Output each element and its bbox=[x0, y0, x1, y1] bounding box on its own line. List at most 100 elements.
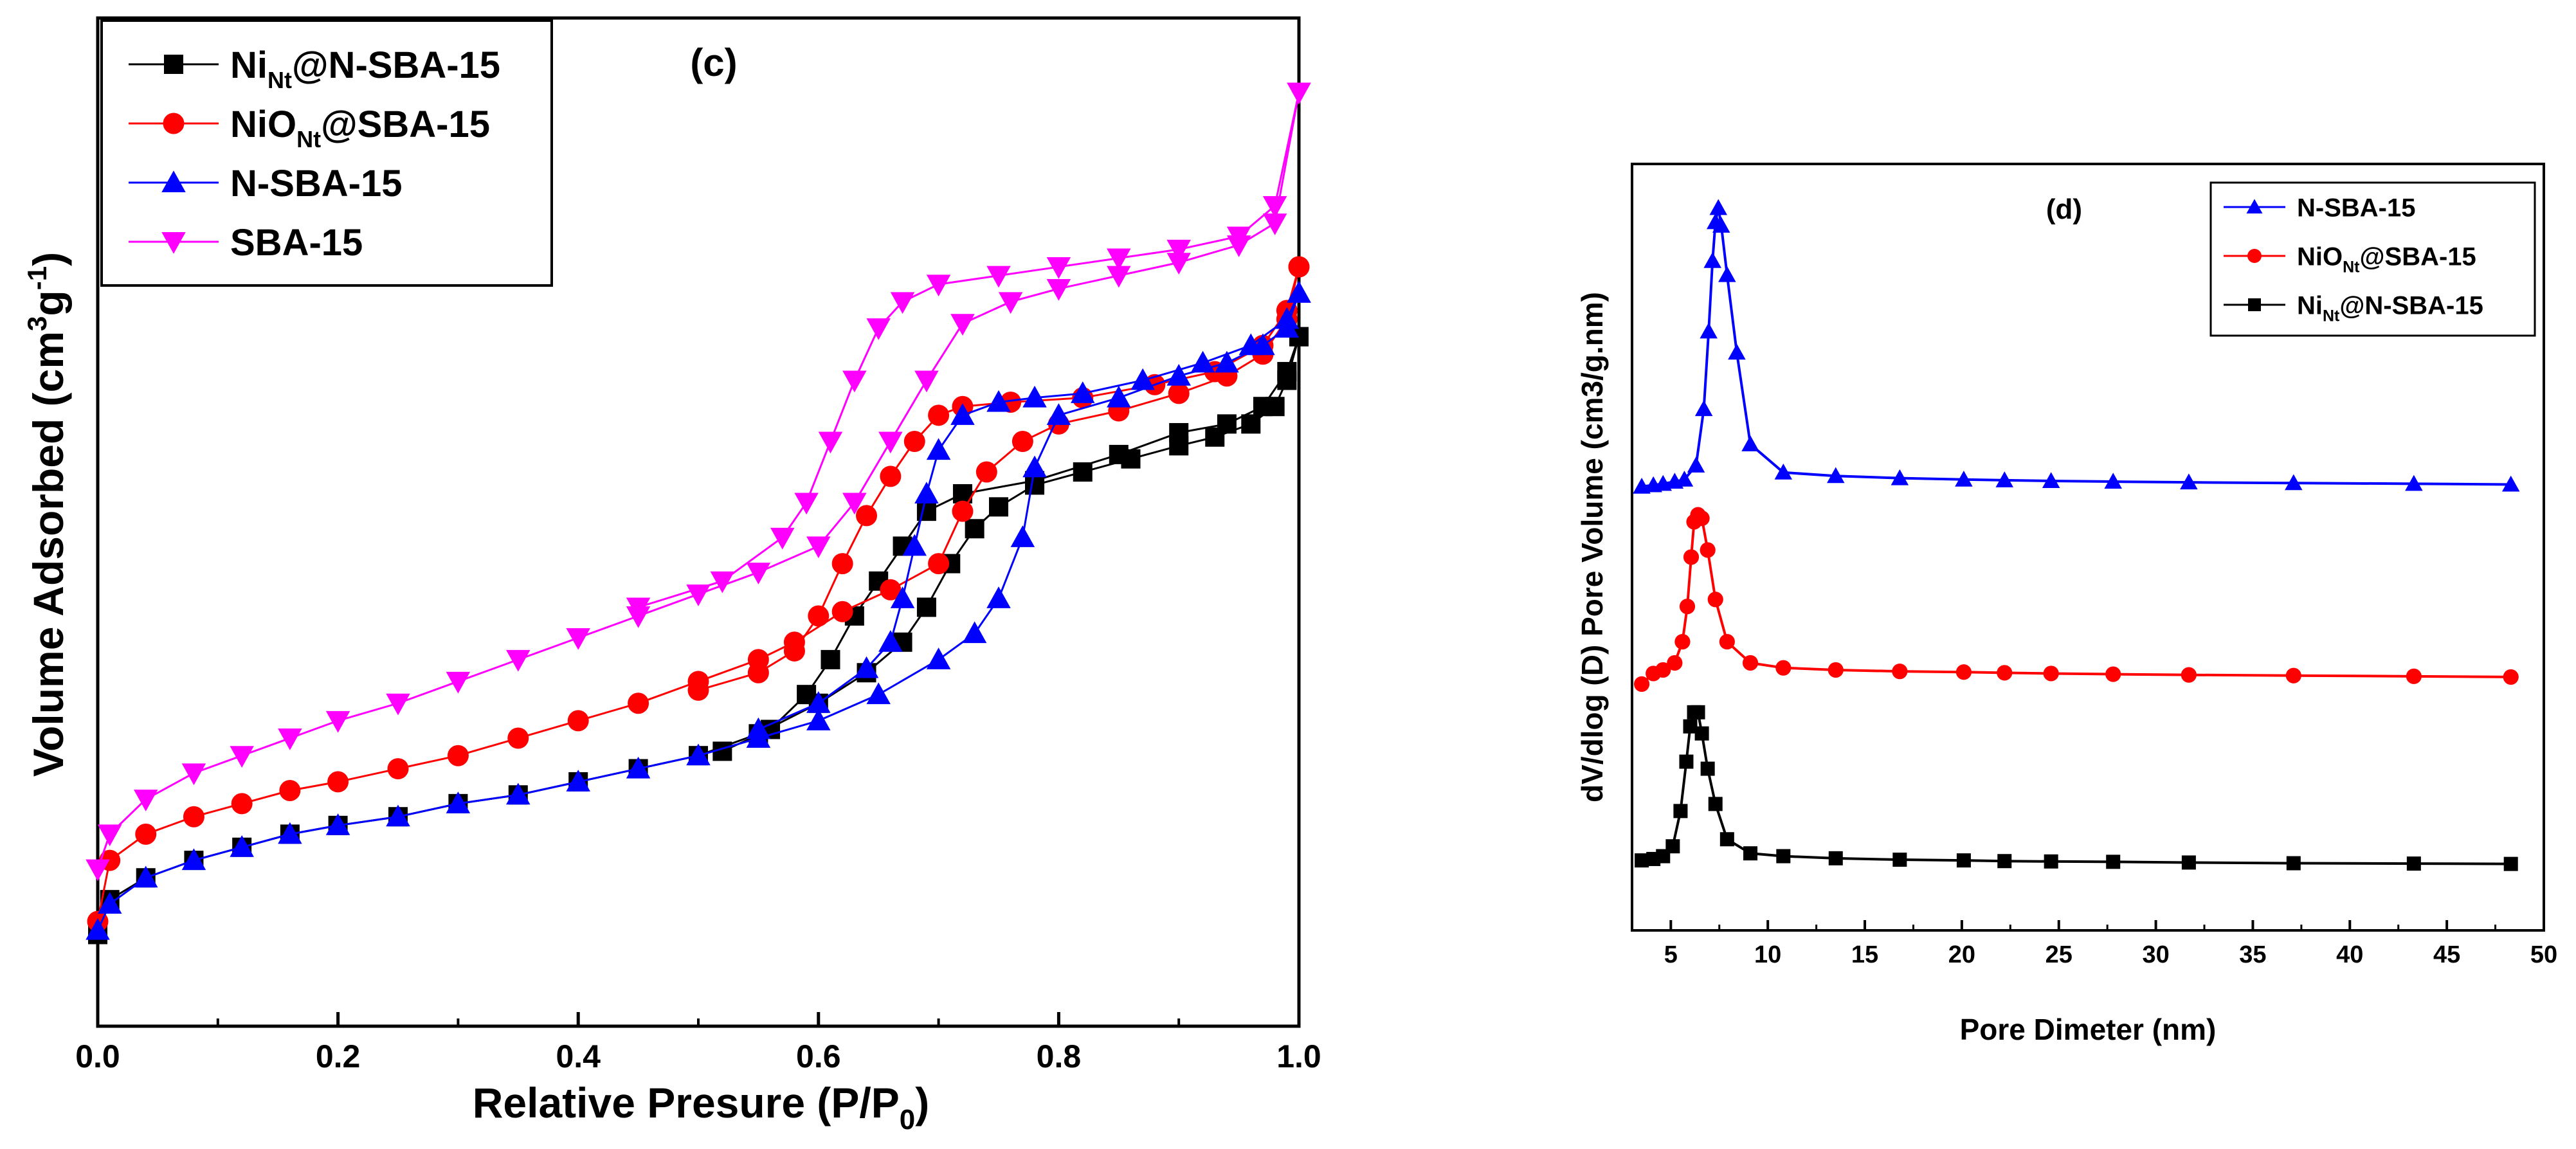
chart-c-legend-label: N-SBA-15 bbox=[230, 163, 403, 204]
chart-c-legend-label: NiONt@SBA-15 bbox=[230, 104, 490, 152]
chart-c-point bbox=[746, 563, 771, 584]
chart-c-point bbox=[880, 579, 902, 601]
chart-c-point bbox=[783, 640, 805, 662]
chart-d-y-axis-title: dV/dlog (D) Pore Volume (cm3/g.nm) bbox=[1575, 292, 1609, 802]
chart-c-point bbox=[626, 597, 651, 620]
chart-c-point bbox=[821, 649, 840, 669]
chart-d-point bbox=[1700, 761, 1715, 776]
chart-d-legend-marker bbox=[2247, 249, 2262, 263]
chart-c-point bbox=[181, 763, 206, 786]
chart-d-point bbox=[1955, 471, 1973, 487]
chart-c-desorption-line bbox=[698, 266, 1300, 691]
chart-d-point bbox=[2503, 669, 2519, 685]
chart-d-series-3 bbox=[1635, 705, 2518, 871]
chart-c-point bbox=[880, 466, 902, 487]
chart-c-legend-entry: NiNt@N-SBA-15 bbox=[129, 44, 500, 93]
chart-c-series-group bbox=[86, 82, 1311, 945]
chart-d-point bbox=[1708, 797, 1723, 811]
chart-d-legend-marker bbox=[2248, 298, 2261, 311]
chart-d: 5 10 15 20 25 30 35 40 45 50 (d) Pore Dimeter (nm… bbox=[1575, 163, 2557, 1046]
chart-c-point bbox=[686, 743, 711, 766]
chart-d-point bbox=[1635, 853, 1649, 868]
chart-c-point bbox=[1226, 226, 1251, 249]
chart-c-adsorption-line bbox=[96, 266, 1300, 922]
chart-d-legend-entry: NiONt@SBA-15 bbox=[2224, 242, 2476, 276]
chart-d-point bbox=[1673, 804, 1688, 819]
chart-c-point bbox=[325, 710, 350, 733]
chart-c-point bbox=[914, 370, 939, 393]
chart-d-xtick-label: 25 bbox=[2045, 941, 2073, 968]
chart-d-xtick-label: 20 bbox=[1948, 941, 1975, 968]
chart-c-point bbox=[386, 693, 410, 716]
chart-d-point bbox=[1743, 846, 1758, 861]
chart-c-series-4 bbox=[86, 82, 1311, 882]
chart-d-point bbox=[1828, 662, 1844, 678]
chart-d-point bbox=[1955, 664, 1972, 680]
chart-c-legend-marker bbox=[163, 113, 185, 134]
chart-d-point bbox=[1997, 665, 2013, 681]
chart-c-point bbox=[866, 682, 891, 705]
chart-c-point bbox=[230, 746, 254, 768]
chart-d-legend-label: NiNt@N-SBA-15 bbox=[2297, 291, 2483, 325]
chart-c-x-axis-title: Relative Presure (P/P0) bbox=[473, 1079, 929, 1135]
chart-d-point bbox=[2105, 666, 2121, 682]
chart-c-point bbox=[1166, 239, 1191, 262]
chart-d-point bbox=[1694, 400, 1713, 417]
chart-d-point bbox=[1700, 542, 1716, 558]
chart-c-point bbox=[97, 824, 122, 847]
chart-d-point bbox=[1956, 853, 1971, 868]
chart-c-point bbox=[986, 390, 1011, 412]
chart-c-point bbox=[926, 647, 951, 669]
chart-c-point bbox=[952, 500, 974, 522]
chart-c-point bbox=[181, 848, 206, 871]
chart-d-xtick-label: 35 bbox=[2239, 941, 2266, 968]
chart-d-point bbox=[2106, 855, 2121, 869]
chart-d-xtick-label: 45 bbox=[2433, 941, 2460, 968]
chart-c-point bbox=[1190, 350, 1215, 373]
chart-d-point bbox=[1665, 839, 1680, 854]
chart-d-point bbox=[2285, 474, 2303, 491]
chart-c-point bbox=[962, 621, 987, 644]
chart-c-point bbox=[806, 536, 831, 559]
chart-d-point bbox=[1679, 599, 1696, 615]
chart-c-xtick-label: 0.4 bbox=[556, 1038, 601, 1074]
chart-c-point bbox=[1238, 333, 1264, 356]
chart-d-point bbox=[2405, 475, 2423, 491]
chart-c-point bbox=[230, 835, 254, 857]
chart-d-legend-box bbox=[2209, 181, 2536, 337]
chart-d-point bbox=[1679, 754, 1694, 769]
chart-c-point bbox=[794, 493, 819, 515]
chart-d-point bbox=[1694, 511, 1710, 527]
chart-d-series-group bbox=[1633, 199, 2520, 871]
chart-d-point bbox=[2503, 856, 2518, 871]
chart-d-line bbox=[1640, 512, 2511, 685]
chart-c-point bbox=[878, 629, 903, 652]
chart-d-legend-label: N-SBA-15 bbox=[2297, 194, 2415, 222]
chart-d-point bbox=[1776, 849, 1791, 864]
chart-c-point bbox=[928, 553, 950, 575]
chart-c-point bbox=[446, 792, 471, 813]
chart-c-point bbox=[831, 601, 853, 622]
chart-c-point bbox=[1262, 196, 1287, 218]
chart-c-point bbox=[86, 859, 110, 882]
chart-c-point bbox=[902, 534, 927, 556]
chart-c-point bbox=[916, 597, 936, 617]
chart-c-adsorption-line bbox=[96, 336, 1300, 935]
chart-c-point bbox=[986, 586, 1011, 608]
chart-c-desorption-line bbox=[638, 92, 1300, 608]
chart-d-point bbox=[1709, 199, 1728, 215]
chart-c-point bbox=[446, 671, 471, 694]
chart-d-series-2 bbox=[1633, 507, 2519, 692]
chart-c-point bbox=[1287, 281, 1311, 303]
chart-d-point bbox=[1775, 660, 1791, 676]
chart-d-xtick-label: 10 bbox=[1754, 941, 1781, 968]
chart-c-legend-entry: NiONt@SBA-15 bbox=[129, 104, 490, 152]
chart-c-y-axis-title: Volume Adsorbed (cm3g-1) bbox=[22, 252, 72, 777]
chart-d-point bbox=[2181, 855, 2196, 870]
chart-d-xtick-label: 30 bbox=[2142, 941, 2169, 968]
chart-c-point bbox=[1253, 397, 1273, 417]
chart-c-point bbox=[1071, 381, 1095, 403]
chart-c-xtick-label: 1.0 bbox=[1276, 1038, 1321, 1074]
chart-d-point bbox=[1891, 469, 1909, 485]
